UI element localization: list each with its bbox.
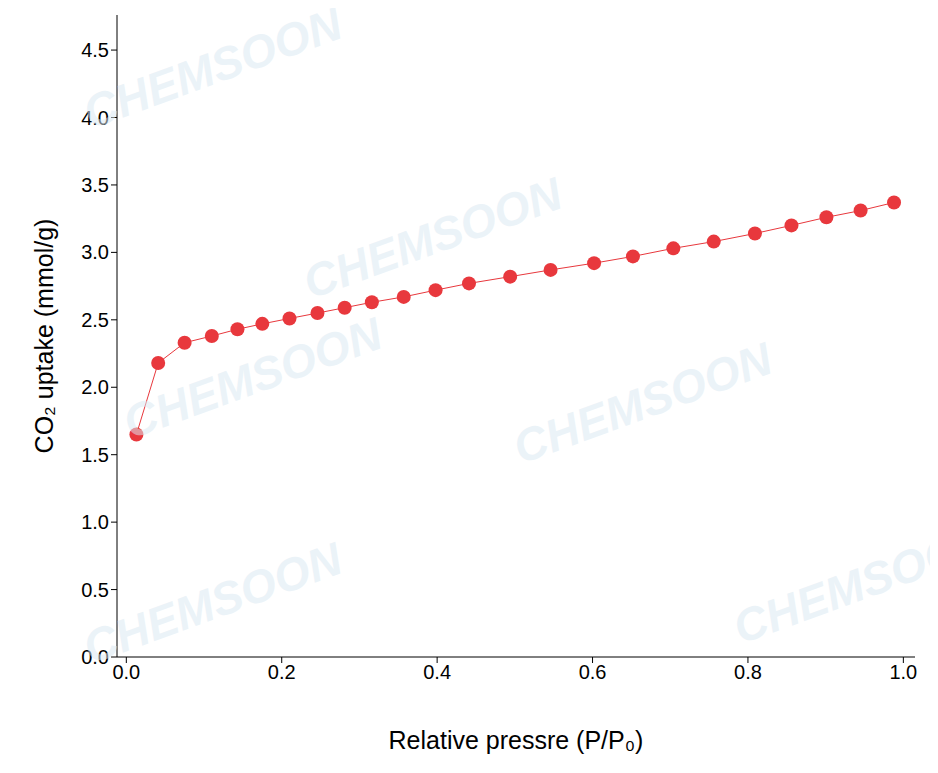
svg-text:CHEMSOON: CHEMSOON bbox=[296, 167, 569, 309]
svg-text:CHEMSOON: CHEMSOON bbox=[726, 512, 930, 654]
svg-text:1.0: 1.0 bbox=[889, 661, 917, 683]
svg-text:0.5: 0.5 bbox=[81, 579, 109, 601]
svg-text:2.5: 2.5 bbox=[81, 309, 109, 331]
svg-text:CHEMSOON: CHEMSOON bbox=[506, 332, 779, 474]
svg-text:0.0: 0.0 bbox=[81, 646, 109, 668]
svg-text:0.6: 0.6 bbox=[579, 661, 607, 683]
svg-text:CHEMSOON: CHEMSOON bbox=[76, 8, 349, 139]
svg-text:3.0: 3.0 bbox=[81, 241, 109, 263]
svg-text:CO₂ uptake (mmol/g): CO₂ uptake (mmol/g) bbox=[30, 219, 58, 454]
svg-text:0.8: 0.8 bbox=[734, 661, 762, 683]
svg-text:1.5: 1.5 bbox=[81, 444, 109, 466]
svg-text:4.5: 4.5 bbox=[81, 39, 109, 61]
svg-text:1.0: 1.0 bbox=[81, 511, 109, 533]
svg-text:CHEMSOON: CHEMSOON bbox=[76, 532, 349, 674]
svg-text:3.5: 3.5 bbox=[81, 174, 109, 196]
svg-text:Relative pressre (P/P₀): Relative pressre (P/P₀) bbox=[389, 726, 644, 754]
svg-text:2.0: 2.0 bbox=[81, 376, 109, 398]
svg-text:0.0: 0.0 bbox=[112, 661, 140, 683]
svg-text:0.2: 0.2 bbox=[268, 661, 296, 683]
svg-text:4.0: 4.0 bbox=[81, 107, 109, 129]
svg-text:0.4: 0.4 bbox=[423, 661, 451, 683]
svg-text:CHEMSOON: CHEMSOON bbox=[116, 307, 389, 449]
